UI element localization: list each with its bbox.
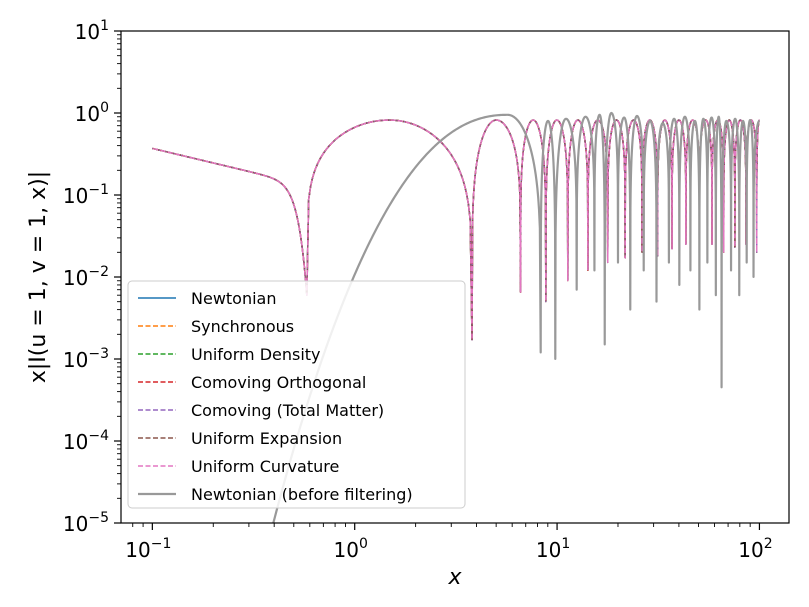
legend-label: Comoving (Total Matter) (191, 401, 384, 420)
legend: Newtonian Synchronous Uniform Density Comov… (127, 280, 466, 509)
y-tick-label: 100 (75, 100, 109, 126)
x-tick-label: 10−1 (125, 536, 171, 562)
legend-label: Newtonian (before filtering) (191, 485, 413, 504)
y-tick-label: 101 (75, 18, 109, 44)
legend-label: Uniform Curvature (191, 457, 339, 476)
y-tick-label: 10−5 (63, 510, 109, 536)
y-tick-label: 10−2 (63, 264, 109, 290)
x-tick-label: 102 (738, 536, 772, 562)
series-line-newtonian-before-filtering (272, 111, 761, 523)
legend-label: Comoving Orthogonal (191, 373, 366, 392)
series-layer (152, 111, 761, 523)
legend-label: Newtonian (191, 289, 277, 308)
y-axis-label: x|I(u = 1, v = 1, x)| (26, 171, 51, 383)
x-tick-label: 101 (536, 536, 570, 562)
series-line-uniform-expansion (152, 119, 761, 341)
legend-frame (127, 280, 466, 509)
legend-label: Synchronous (191, 317, 294, 336)
y-tick-label: 10−3 (63, 346, 109, 372)
series-line-uniform-curvature (152, 119, 761, 341)
y-tick-label: 10−1 (63, 182, 109, 208)
x-tick-label: 100 (334, 536, 368, 562)
ticks-layer: 10−1 100 101 102 10−5 10−4 10−3 10−2 10−1 100 101 (63, 18, 773, 562)
legend-label: Uniform Expansion (191, 429, 342, 448)
legend-label: Uniform Density (191, 345, 321, 364)
plot-frame (120, 30, 790, 524)
y-tick-label: 10−4 (63, 428, 109, 454)
x-axis-label: x (447, 565, 462, 590)
